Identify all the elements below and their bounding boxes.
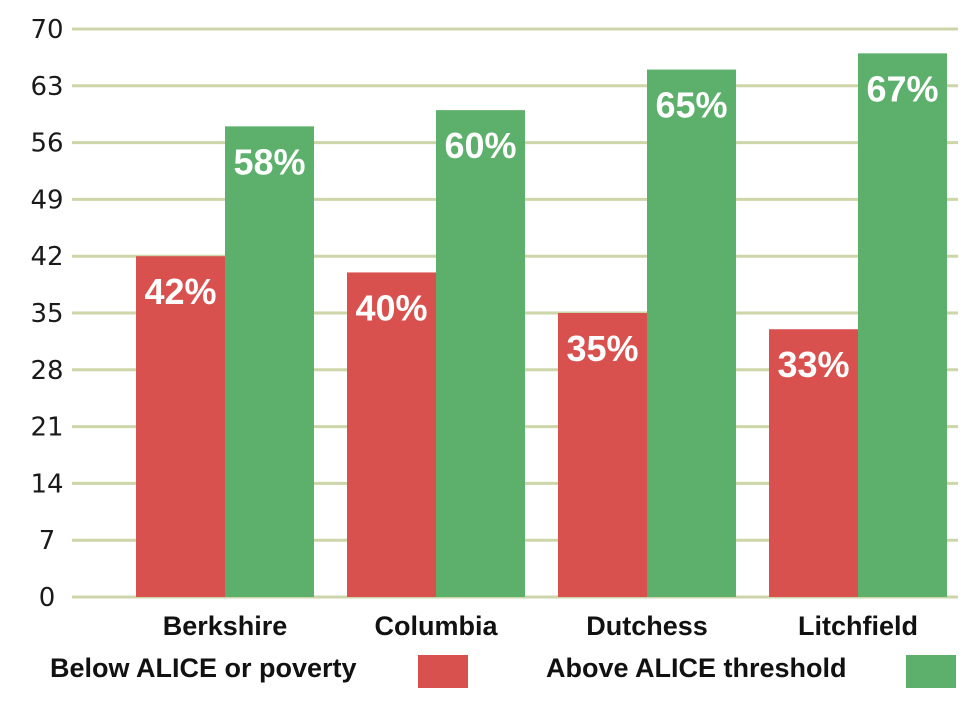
bar-below-columbia <box>347 272 436 597</box>
data-label: 40% <box>355 287 427 328</box>
legend: Below ALICE or poverty Above ALICE thres… <box>50 653 956 688</box>
bar-below-berkshire <box>136 256 225 597</box>
x-tick-label: Berkshire <box>163 611 288 641</box>
data-label: 33% <box>777 344 849 385</box>
data-label: 60% <box>444 125 516 166</box>
legend-swatch-above <box>906 655 956 688</box>
y-tick-label: 49 <box>30 185 63 215</box>
x-tick-label: Columbia <box>374 611 498 641</box>
y-tick-label: 14 <box>30 469 63 499</box>
data-label: 42% <box>144 271 216 312</box>
bar-below-dutchess <box>558 313 647 597</box>
y-tick-label: 35 <box>30 299 63 329</box>
bars: 42% 58% 40% 60% 35% 65% 33% 67% <box>136 53 947 598</box>
data-label: 65% <box>655 85 727 126</box>
data-label: 35% <box>566 328 638 369</box>
bar-above-litchfield <box>858 53 947 598</box>
y-tick-label: 70 <box>30 15 63 45</box>
data-label: 67% <box>866 68 938 109</box>
data-label: 58% <box>233 141 305 182</box>
y-tick-label: 21 <box>30 413 63 443</box>
x-axis: Berkshire Columbia Dutchess Litchfield <box>163 611 918 641</box>
x-tick-label: Dutchess <box>586 611 708 641</box>
y-tick-label: 7 <box>39 526 56 556</box>
x-tick-label: Litchfield <box>798 611 918 641</box>
y-tick-label: 56 <box>30 129 63 159</box>
y-tick-label: 0 <box>39 583 56 613</box>
legend-swatch-below <box>418 655 468 688</box>
y-tick-label: 28 <box>30 356 63 386</box>
bar-above-berkshire <box>225 126 314 597</box>
legend-label-above: Above ALICE threshold <box>546 653 847 683</box>
y-tick-label: 42 <box>30 242 63 272</box>
bar-above-dutchess <box>647 69 736 598</box>
bar-below-litchfield <box>769 329 858 597</box>
y-tick-label: 63 <box>30 72 63 102</box>
legend-label-below: Below ALICE or poverty <box>50 653 357 683</box>
y-axis: 0 7 14 21 28 35 42 49 56 63 70 <box>30 15 63 613</box>
bar-above-columbia <box>436 110 525 598</box>
